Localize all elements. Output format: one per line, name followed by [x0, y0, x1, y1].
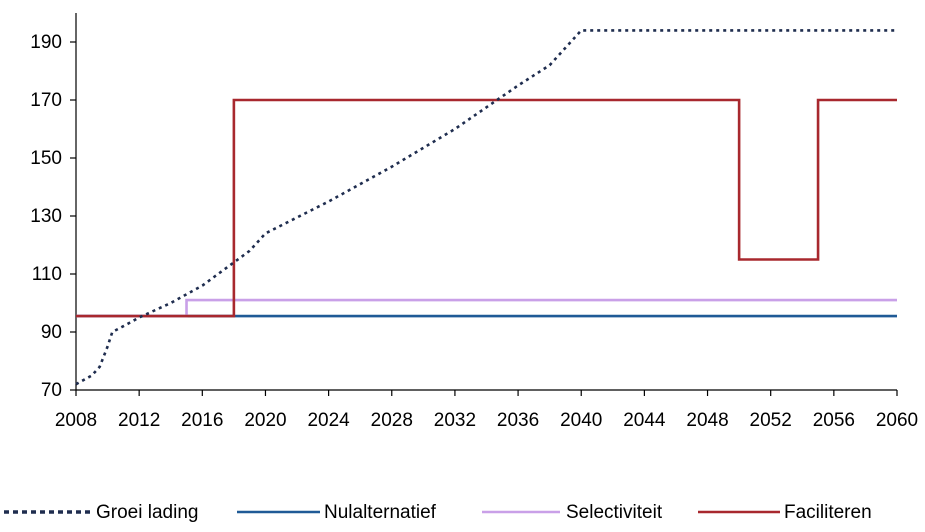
legend-label-faciliteren: Faciliteren — [784, 502, 872, 523]
x-tick-label: 2008 — [55, 410, 97, 431]
y-tick-label: 150 — [30, 148, 62, 169]
x-tick-label: 2052 — [750, 410, 792, 431]
y-tick-label: 190 — [30, 32, 62, 53]
series-lines — [75, 29, 897, 386]
x-tick-label: 2056 — [813, 410, 855, 431]
y-tick-label: 110 — [32, 264, 62, 285]
x-tick-label: 2024 — [307, 410, 350, 431]
x-tick-label: 2016 — [181, 410, 223, 431]
series-line-faciliteren — [76, 98, 897, 318]
x-tick-label: 2028 — [371, 410, 413, 431]
series-line-groei-lading — [75, 29, 897, 386]
x-tick-label: 2060 — [876, 410, 918, 431]
x-tick-label: 2036 — [497, 410, 539, 431]
x-tick-label: 2044 — [623, 410, 666, 431]
y-tick-label: 130 — [30, 206, 62, 227]
legend-label-groei-lading: Groei lading — [96, 502, 198, 523]
legend-label-selectiviteit: Selectiviteit — [566, 502, 663, 523]
legend-label-nulalternatief: Nulalternatief — [324, 502, 437, 523]
y-tick-label: 90 — [41, 322, 62, 343]
x-tick-label: 2012 — [118, 410, 160, 431]
axes: 70 90 110 130 150 170 190 2008 2012 2016 2020 2024 2… — [30, 13, 918, 431]
x-tick-label: 2020 — [244, 410, 286, 431]
legend: Groei lading Nulalternatief Selectiviteit F… — [4, 502, 872, 523]
y-tick-label: 170 — [30, 90, 62, 111]
x-tick-label: 2040 — [560, 410, 602, 431]
x-tick-label: 2032 — [434, 410, 476, 431]
series-line-selectiviteit — [76, 298, 897, 318]
x-tick-label: 2048 — [686, 410, 728, 431]
y-tick-label: 70 — [41, 380, 62, 401]
